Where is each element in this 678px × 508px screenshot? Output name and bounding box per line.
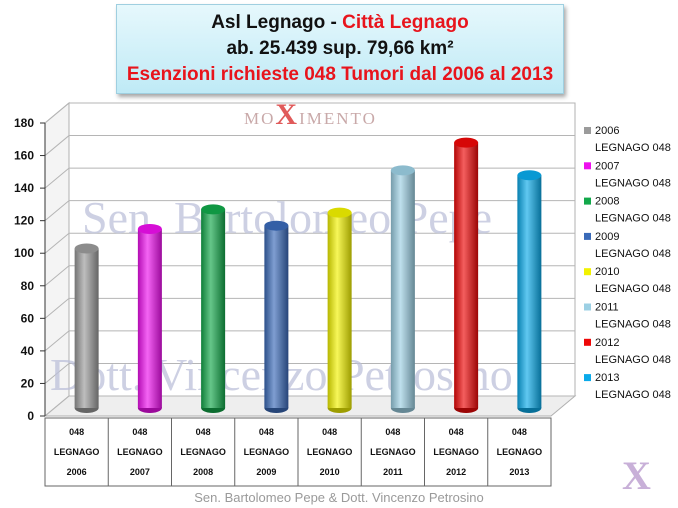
y-tick-label: 180 [14, 116, 34, 130]
legend-year: 2008 [595, 196, 619, 208]
bar-top [137, 223, 162, 234]
legend-label: LEGNAGO 048 [595, 248, 671, 260]
x-category-label: 2008 [193, 467, 213, 477]
bar-2007 [137, 223, 162, 413]
bar-2011 [390, 165, 415, 413]
y-tick-label: 160 [14, 149, 34, 163]
legend-label: LEGNAGO 048 [595, 177, 671, 189]
title-line-3: Esenzioni richieste 048 Tumori dal 2006 … [126, 64, 554, 85]
x-category-label: LEGNAGO [433, 447, 479, 457]
x-category-label: 048 [449, 427, 464, 437]
legend-swatch [584, 162, 591, 170]
legend-swatch [584, 232, 591, 240]
bar-top [201, 204, 226, 215]
bar-body [201, 209, 226, 408]
x-category-label: 048 [322, 427, 337, 437]
bar-2013 [517, 170, 542, 413]
y-tick-label: 80 [21, 279, 35, 293]
bar-body [454, 142, 479, 408]
title-asl: Asl Legnago - [211, 12, 343, 33]
legend-year: 2007 [595, 160, 619, 172]
x-category-label: 2012 [446, 467, 466, 477]
x-category-label: 2006 [67, 467, 87, 477]
bar-top [264, 220, 289, 231]
bar-body [327, 212, 352, 408]
x-category-label: 2009 [256, 467, 276, 477]
y-tick-label: 0 [27, 409, 34, 423]
bar-body [137, 228, 162, 408]
legend-label: LEGNAGO 048 [595, 142, 671, 154]
legend-label: LEGNAGO 048 [595, 319, 671, 331]
title-city: Città Legnago [342, 12, 469, 33]
title-line-2: ab. 25.439 sup. 79,66 km² [226, 38, 454, 59]
x-category-label: LEGNAGO [54, 447, 100, 457]
footer-credits: Sen. Bartolomeo Pepe & Dott. Vincenzo Pe… [194, 490, 484, 505]
legend-year: 2011 [595, 302, 619, 314]
title-line-1: Asl Legnago - Città Legnago [117, 10, 563, 36]
legend-year: 2012 [595, 337, 619, 349]
y-tick-label: 100 [14, 246, 34, 260]
bar-2006 [74, 243, 99, 413]
bar-2010 [327, 207, 352, 413]
y-tick-label: 140 [14, 181, 34, 195]
logo-pre: MO [244, 109, 276, 128]
x-category-label: LEGNAGO [497, 447, 543, 457]
title-box: Asl Legnago - Città Legnago ab. 25.439 s… [116, 4, 564, 94]
bar-top [390, 165, 415, 176]
y-tick-label: 120 [14, 214, 34, 228]
bar-body [390, 170, 415, 408]
gridline [44, 135, 575, 156]
bar-body [264, 225, 289, 408]
bar-2012 [454, 137, 479, 413]
bar-2008 [201, 204, 226, 413]
legend-year: 2010 [595, 266, 619, 278]
logo-post: IMENTO [299, 109, 377, 128]
x-category-label: 048 [196, 427, 211, 437]
x-category-label: 048 [132, 427, 147, 437]
legend-year: 2009 [595, 231, 619, 243]
bar-body [517, 175, 542, 408]
legend-swatch [584, 374, 591, 382]
bar-body [74, 248, 99, 408]
y-tick-label: 20 [21, 376, 35, 390]
x-category-label: LEGNAGO [244, 447, 290, 457]
x-category-label: LEGNAGO [370, 447, 416, 457]
bar-2009 [264, 220, 289, 413]
y-tick-label: 40 [21, 344, 35, 358]
bar-top [517, 170, 542, 181]
x-category-label: LEGNAGO [180, 447, 226, 457]
legend-year: 2013 [595, 372, 619, 384]
legend-year: 2006 [595, 125, 619, 137]
legend-swatch [584, 197, 591, 205]
x-category-label: 2013 [509, 467, 529, 477]
x-category-label: 2007 [130, 467, 150, 477]
x-category-label: 048 [259, 427, 274, 437]
legend-swatch [584, 303, 591, 311]
legend-swatch [584, 338, 591, 346]
legend-label: LEGNAGO 048 [595, 389, 671, 401]
bar-top [327, 207, 352, 218]
x-category-label: LEGNAGO [117, 447, 163, 457]
legend-label: LEGNAGO 048 [595, 354, 671, 366]
x-category-label: 048 [512, 427, 527, 437]
x-category-label: 2010 [320, 467, 340, 477]
x-category-label: 048 [69, 427, 84, 437]
legend-label: LEGNAGO 048 [595, 213, 671, 225]
logo-x: X [275, 98, 300, 131]
x-category-label: 2011 [383, 467, 403, 477]
legend-swatch [584, 268, 591, 276]
x-category-label: LEGNAGO [307, 447, 353, 457]
x-category-label: 048 [385, 427, 400, 437]
legend-label: LEGNAGO 048 [595, 283, 671, 295]
corner-x-logo: X [622, 453, 651, 498]
y-tick-label: 60 [21, 311, 35, 325]
legend-swatch [584, 127, 591, 134]
moximento-logo: MOXIMENTO [244, 98, 377, 132]
gridline [44, 102, 575, 124]
bar-top [454, 137, 479, 148]
bar-top [74, 243, 99, 254]
